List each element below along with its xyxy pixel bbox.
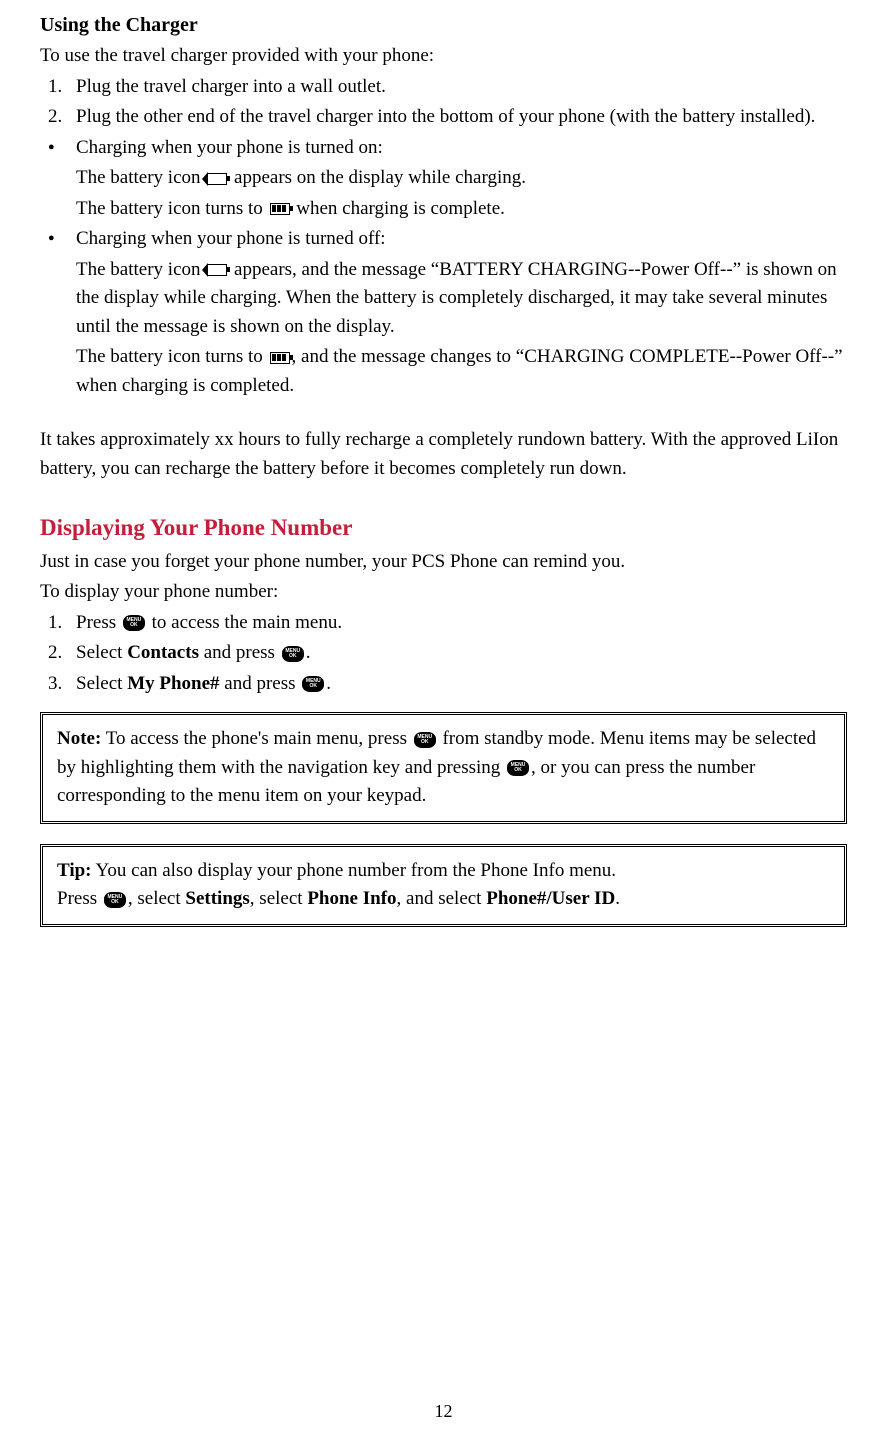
step-1: 1.Plug the travel charger into a wall ou… [40,73,847,102]
bullet-phone-on: Charging when your phone is turned on: [40,134,847,163]
tip-label: Tip: [57,860,92,881]
phone-number-intro: Just in case you forget your phone numbe… [40,548,847,577]
menu-ok-icon: MENUOK [302,676,324,692]
section-heading-phone-number: Displaying Your Phone Number [40,511,847,546]
recharge-paragraph: It takes approximately xx hours to fully… [40,426,847,483]
menu-ok-icon: MENUOK [414,732,436,748]
bullet-phone-on-line3: The battery icon turns to when charging … [40,195,847,224]
battery-charging-icon [207,264,227,276]
display-step-3: 3.Select My Phone# and press MENUOK. [40,670,847,699]
battery-charging-icon [207,173,227,185]
step-2: 2.Plug the other end of the travel charg… [40,103,847,132]
bullet-phone-on-line2: The battery icon appears on the display … [40,164,847,193]
menu-ok-icon: MENUOK [123,615,145,631]
bullet-phone-off-line3: The battery icon turns to , and the mess… [40,343,847,400]
battery-full-icon [270,203,290,215]
tip-box: Tip: You can also display your phone num… [40,844,847,927]
section-heading-charger: Using the Charger [40,10,847,40]
phone-number-prompt: To display your phone number: [40,578,847,607]
bullet-phone-off: Charging when your phone is turned off: [40,225,847,254]
battery-full-icon [270,352,290,364]
menu-ok-icon: MENUOK [104,892,126,908]
intro-text: To use the travel charger provided with … [40,42,847,71]
display-step-2: 2.Select Contacts and press MENUOK. [40,639,847,668]
note-label: Note: [57,728,101,749]
menu-ok-icon: MENUOK [507,760,529,776]
display-step-1: 1.Press MENUOK to access the main menu. [40,609,847,638]
menu-ok-icon: MENUOK [282,646,304,662]
page-number: 12 [0,1398,887,1425]
note-box: Note: To access the phone's main menu, p… [40,712,847,824]
bullet-phone-off-line2: The battery icon appears, and the messag… [40,256,847,342]
